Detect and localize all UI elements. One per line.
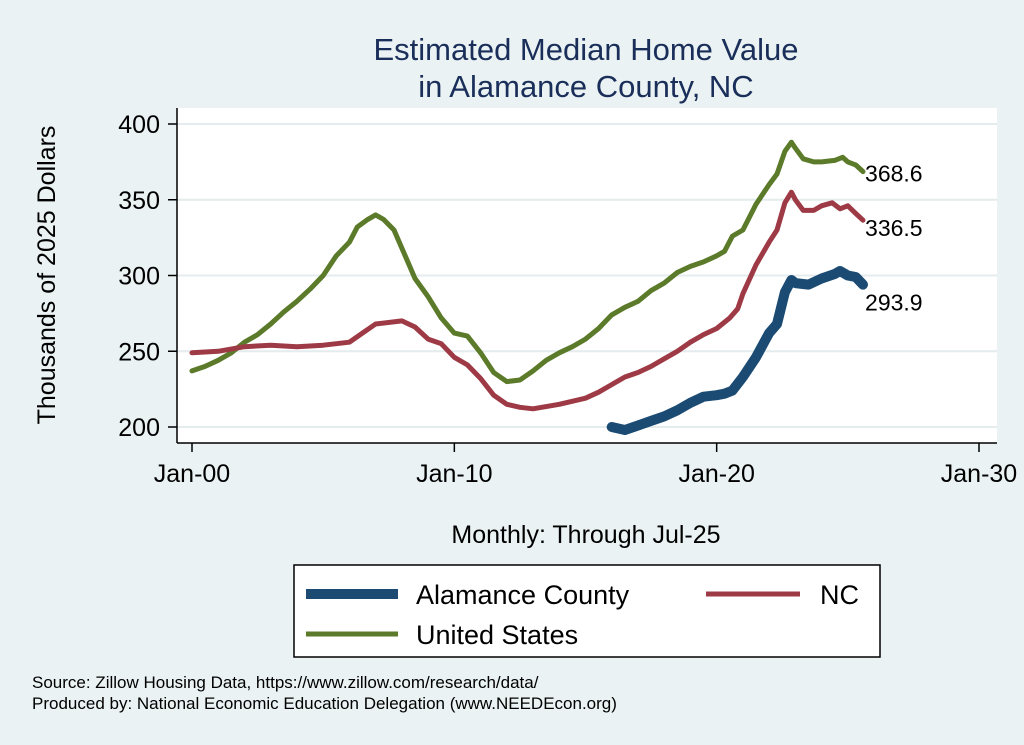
x-tick-label-Jan-00: Jan-00 [154, 460, 230, 488]
axis-layer: 200 250 300 350 400 Jan-00 Jan-10 Jan-20 Jan-30 [118, 108, 1017, 488]
chart-title-line-2: in Alamance County, NC [418, 69, 753, 104]
chart-title-line-1: Estimated Median Home Value [373, 32, 798, 67]
end-label-nc: 336.5 [865, 215, 923, 241]
series-line-alamance-county [606, 266, 868, 435]
y-tick-label-250: 250 [118, 338, 160, 366]
legend-box [293, 564, 881, 658]
y-axis-title: Thousands of 2025 Dollars [33, 126, 61, 425]
legend-label-alamance-county: Alamance County [416, 580, 630, 610]
x-axis-title: Monthly: Through Jul-25 [451, 521, 720, 549]
y-tick-label-200: 200 [118, 414, 160, 442]
source-note: Source: Zillow Housing Data, https://www… [32, 673, 539, 692]
legend-label-united-states: United States [416, 620, 578, 650]
y-tick-label-350: 350 [118, 187, 160, 215]
x-tick-label-Jan-20: Jan-20 [678, 460, 754, 488]
series-line-united-states [189, 139, 866, 385]
end-label-united-states: 368.6 [865, 161, 923, 187]
series-line-nc [189, 189, 866, 412]
x-tick-label-Jan-10: Jan-10 [416, 460, 492, 488]
end-label-layer: 293.9 336.5 368.6 [865, 161, 923, 316]
end-label-alamance-county: 293.9 [865, 290, 923, 316]
series-layer [189, 139, 868, 435]
produced-by-note: Produced by: National Economic Education… [32, 694, 617, 713]
y-tick-label-300: 300 [118, 263, 160, 291]
x-tick-label-Jan-30: Jan-30 [941, 460, 1017, 488]
y-tick-label-400: 400 [118, 111, 160, 139]
legend-label-nc: NC [820, 580, 859, 610]
legend: Alamance County NC United States [293, 564, 881, 658]
